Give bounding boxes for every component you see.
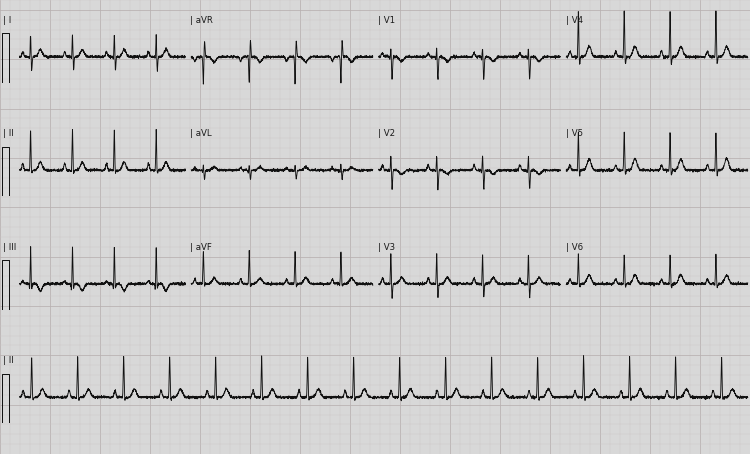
Text: | V4: | V4 — [566, 16, 583, 25]
Text: | V1: | V1 — [378, 16, 395, 25]
Text: | aVR: | aVR — [190, 16, 213, 25]
Text: | II: | II — [3, 356, 13, 365]
Text: | aVL: | aVL — [190, 129, 212, 138]
Text: | I: | I — [3, 16, 11, 25]
Text: | aVF: | aVF — [190, 243, 212, 252]
Text: | II: | II — [3, 129, 13, 138]
Text: | V6: | V6 — [566, 243, 583, 252]
Text: | V5: | V5 — [566, 129, 583, 138]
Text: | V2: | V2 — [378, 129, 395, 138]
Text: | III: | III — [3, 243, 16, 252]
Text: | V3: | V3 — [378, 243, 395, 252]
